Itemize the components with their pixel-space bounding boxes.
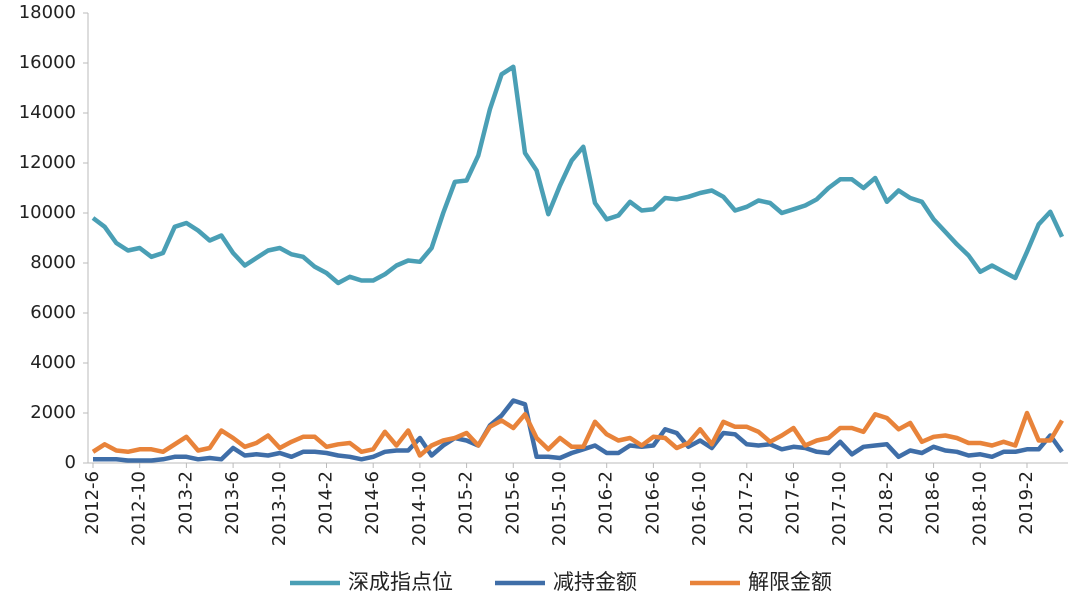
y-tick-label: 16000: [19, 52, 76, 73]
x-tick-label: 2017-10: [829, 471, 850, 546]
x-tick-label: 2015-6: [502, 471, 523, 535]
y-tick-label: 18000: [19, 2, 76, 23]
x-tick-label: 2013-10: [269, 471, 290, 546]
x-tick-label: 2014-2: [315, 471, 336, 535]
x-tick-label: 2013-2: [175, 471, 196, 535]
series-line: [91, 410, 1064, 458]
x-tick-label: 2014-10: [409, 471, 430, 546]
x-tick-label: 2012-6: [82, 471, 103, 535]
x-tick-label: 2019-2: [1016, 471, 1037, 535]
x-tick-label: 2016-6: [642, 471, 663, 535]
x-tick-label: 2013-6: [222, 471, 243, 535]
y-tick-label: 8000: [30, 252, 76, 273]
y-tick-label: 10000: [19, 202, 76, 223]
x-tick-label: 2017-6: [782, 471, 803, 535]
legend-label: 减持金额: [553, 570, 637, 594]
x-tick-label: 2018-2: [876, 471, 897, 535]
x-tick-label: 2015-10: [549, 471, 570, 546]
x-tick-label: 2018-10: [969, 471, 990, 546]
x-tick-label: 2015-2: [456, 471, 477, 535]
series-line: [91, 64, 1065, 286]
y-tick-label: 14000: [19, 102, 76, 123]
series-line: [93, 398, 1064, 463]
legend-label: 解限金额: [748, 570, 832, 594]
x-tick-label: 2016-2: [596, 471, 617, 535]
x-tick-label: 2012-10: [129, 471, 150, 546]
x-tick-label: 2017-2: [736, 471, 757, 535]
x-tick-label: 2016-10: [689, 471, 710, 546]
x-tick-label: 2014-6: [362, 471, 383, 535]
legend-label: 深成指点位: [348, 570, 453, 594]
x-tick-label: 2018-6: [923, 471, 944, 535]
y-tick-label: 6000: [30, 302, 76, 323]
y-tick-label: 2000: [30, 402, 76, 423]
y-tick-label: 12000: [19, 152, 76, 173]
y-tick-label: 0: [65, 452, 76, 473]
y-tick-label: 4000: [30, 352, 76, 373]
